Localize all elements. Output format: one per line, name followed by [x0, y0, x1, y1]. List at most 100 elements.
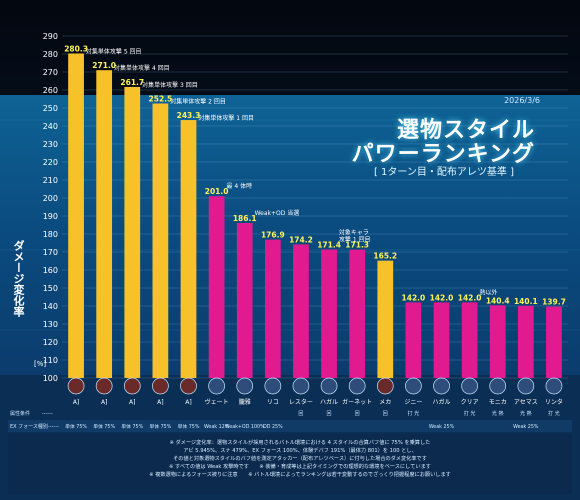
- y-tick-label: 250: [43, 104, 58, 113]
- character-avatar: [208, 377, 225, 395]
- data-label: 186.1: [233, 214, 257, 223]
- character-avatar: [320, 377, 338, 395]
- data-label: 174.2: [289, 235, 313, 244]
- row-label-attribute-dash: ------: [42, 411, 53, 417]
- character-name: A]: [101, 399, 107, 406]
- character-avatar: [405, 377, 422, 395]
- bar: [377, 260, 394, 378]
- row-label-ex-force: EX フォース種別: [10, 423, 48, 430]
- character-name: ハガル: [320, 398, 338, 406]
- data-label: 142.0: [430, 293, 454, 302]
- bar: [180, 120, 197, 378]
- character-avatar: [461, 377, 478, 395]
- ex-force-type: OD 25%: [263, 424, 283, 430]
- character-name: レスター: [289, 398, 313, 406]
- bar: [96, 70, 113, 378]
- data-label: 252.5: [149, 95, 173, 104]
- bar-annotation: 対集単体攻撃 4 回目: [114, 64, 170, 72]
- ex-force-type: 単体 75%: [149, 423, 171, 430]
- bar: [68, 53, 84, 379]
- bar: [152, 103, 169, 378]
- data-label: 139.7: [542, 298, 566, 307]
- y-tick-label: 100: [43, 374, 58, 383]
- character-name: A]: [129, 399, 135, 406]
- y-tick-label: 110: [43, 356, 58, 365]
- y-axis-label: ダメージ変化率: [12, 240, 25, 317]
- title-line-1: 選物スタイル: [396, 118, 535, 143]
- subtitle: [ 1ターン目・配布アレツ基準 ]: [373, 167, 514, 178]
- bar: [293, 244, 309, 378]
- data-label: 201.0: [205, 187, 229, 196]
- character-name: ハガル: [432, 398, 450, 406]
- bar-annotation: Weak+OD 当選: [255, 209, 300, 217]
- y-tick-label: 280: [43, 50, 58, 59]
- y-tick-label: 260: [43, 86, 58, 95]
- note-line-4: ※ すべての値は Weak 攻撃時です ※ 装備・育成等は上記タイミングでの理想…: [169, 464, 431, 470]
- bar: [208, 196, 225, 378]
- character-name: メカ: [379, 399, 391, 406]
- character-name: モニカ: [489, 399, 507, 406]
- character-avatar: [264, 377, 282, 395]
- date: 2026/3/6: [504, 96, 540, 105]
- bar: [321, 249, 337, 378]
- y-unit-label: [%]: [34, 360, 46, 368]
- bar: [264, 239, 281, 378]
- ex-force-type: Weak 12%: [204, 424, 230, 430]
- note-line-1: ※ ダメージ変化率：選物スタイルが採用されるバトル環境における 4 スタイルの合…: [169, 440, 431, 446]
- y-tick-label: 290: [43, 32, 58, 41]
- ex-force-type: 単体 75%: [65, 423, 87, 430]
- character-name: リコ: [267, 399, 279, 406]
- attribute-condition: 回: [355, 411, 360, 417]
- ex-force-type: 単体 75%: [93, 423, 115, 430]
- y-tick-label: 120: [43, 338, 58, 347]
- data-label: 140.1: [514, 297, 538, 306]
- ex-force-type: 単体 75%: [178, 423, 200, 430]
- character-avatar: [236, 377, 254, 395]
- bar-annotation: 対集単体攻撃 1 回目: [198, 114, 254, 122]
- bar-annotation: 対集単体攻撃 5 回目: [86, 47, 142, 55]
- bar: [433, 302, 450, 378]
- title-line-2: パワーランキング: [351, 142, 535, 167]
- attribute-condition: 打 光: [464, 410, 476, 417]
- data-label: 243.3: [177, 111, 201, 120]
- data-label: 171.3: [345, 241, 369, 250]
- attribute-condition: 打 光: [548, 410, 560, 417]
- y-tick-label: 220: [43, 158, 58, 167]
- character-avatar: [545, 377, 563, 395]
- character-avatar: [123, 377, 141, 395]
- ex-force-type: Weak 25%: [513, 424, 539, 430]
- attribute-condition: 回: [383, 411, 388, 417]
- character-avatar: [152, 377, 169, 395]
- bar-annotation: 最 4 体時: [226, 182, 252, 190]
- character-name: A]: [185, 399, 191, 406]
- y-tick-label: 160: [43, 266, 58, 275]
- data-label: 261.7: [120, 78, 144, 87]
- y-tick-label: 130: [43, 320, 58, 329]
- bar: [236, 223, 253, 378]
- character-name: アセマス: [514, 399, 538, 406]
- note-line-2: アビ 5.945%、スナ 479%、EX フォース 100%、体験デバフ 191…: [183, 448, 417, 454]
- bar: [124, 86, 141, 378]
- y-tick-label: 200: [43, 194, 58, 203]
- y-tick-label: 180: [43, 230, 58, 239]
- character-name: A]: [157, 399, 163, 406]
- row-label-attribute: 属性条件: [10, 410, 30, 417]
- character-name: 朧雅: [239, 398, 251, 406]
- attribute-condition: 光 熱: [492, 410, 504, 417]
- bar-annotation: 対集単体攻撃 3 回目: [142, 81, 198, 89]
- bar-annotation: 対象キャラ: [339, 228, 369, 236]
- character-avatar: [517, 377, 535, 395]
- bar: [489, 305, 506, 378]
- ex-force-type: Weak+OD 100%: [225, 424, 265, 430]
- character-name: クリア: [461, 399, 479, 406]
- bar-annotation: 攻撃 1 回目: [339, 235, 371, 243]
- ex-force-type: 単体 75%: [121, 423, 143, 430]
- bar-annotation: 熱以外: [479, 288, 497, 296]
- data-label: 271.0: [92, 61, 116, 70]
- y-tick-label: 270: [43, 68, 58, 77]
- character-avatar: [67, 377, 85, 395]
- data-label: 140.4: [486, 296, 510, 305]
- data-label: 280.3: [64, 44, 88, 53]
